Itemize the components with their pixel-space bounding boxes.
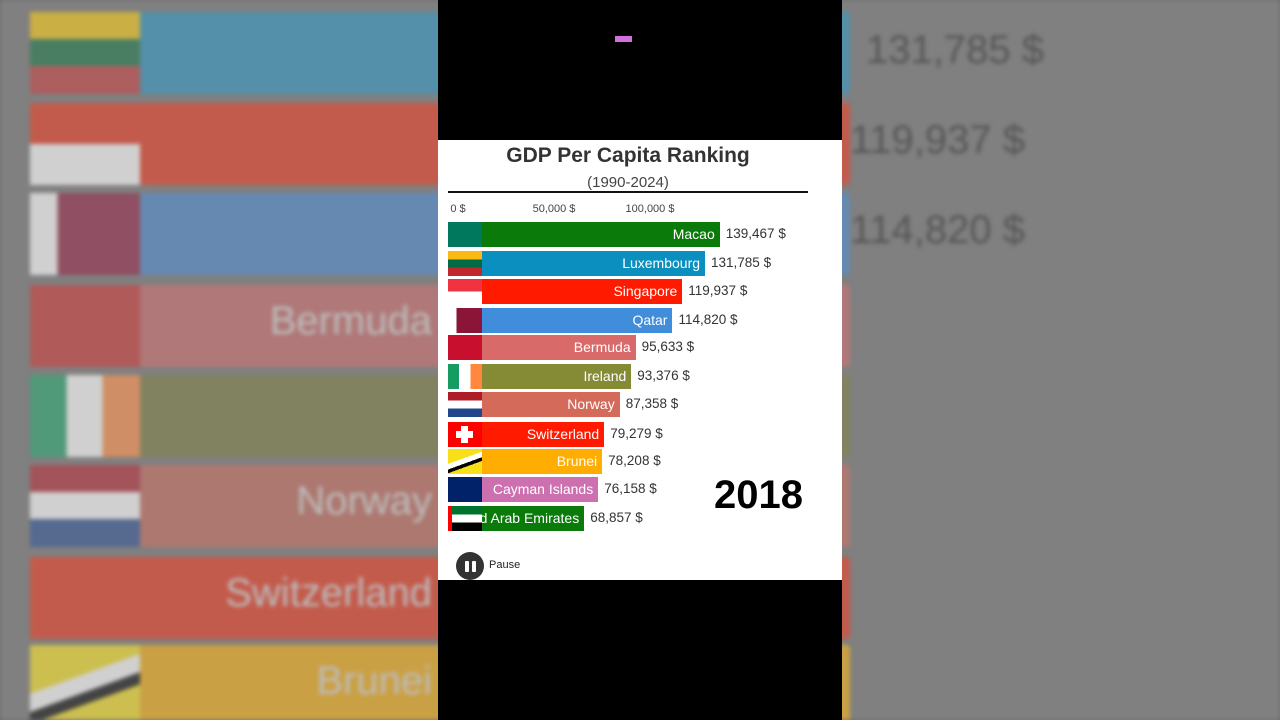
value-label: 78,208 $ [608, 453, 661, 468]
bar-label: Ireland [583, 368, 627, 384]
bar-macao: Macao 139,467 $ [448, 222, 786, 247]
bar-label: Bermuda [573, 339, 631, 355]
bar-switzerland: Switzerland 79,279 $ [448, 422, 663, 447]
bar-ireland: Ireland 93,376 $ [448, 364, 690, 389]
flag-icon [448, 364, 482, 389]
bg-label: Bermuda [269, 299, 432, 343]
chart-subtitle: (1990-2024) [587, 174, 669, 191]
bg-label: Norway [296, 479, 432, 523]
bar-norway: Norway 87,358 $ [448, 392, 678, 417]
bar-label: Singapore [613, 283, 678, 299]
bar-label: Switzerland [526, 426, 600, 442]
bar-brunei: Brunei 78,208 $ [448, 449, 661, 474]
bar-label: Luxembourg [622, 255, 701, 271]
flag-icon [448, 279, 482, 304]
x-tick-label: 0 $ [450, 203, 466, 215]
flag-icon [448, 308, 482, 333]
bg-label: Switzerland [225, 571, 432, 615]
value-label: 119,937 $ [688, 283, 748, 298]
bar-label: Macao [672, 226, 715, 242]
video-frame: GDP Per Capita Ranking (1990-2024) 0 $ 50… [438, 0, 842, 720]
value-label: 139,467 $ [725, 226, 786, 241]
bar-label: Norway [567, 396, 615, 412]
value-label: 131,785 $ [711, 255, 772, 270]
progress-marker [615, 36, 632, 42]
bar-singapore: Singapore 119,937 $ [448, 279, 747, 304]
title-divider [448, 191, 808, 193]
bar-qatar: Qatar 114,820 $ [448, 308, 738, 333]
x-tick-label: 50,000 $ [532, 203, 576, 215]
flag-icon [448, 506, 482, 531]
bg-label: Brunei [316, 659, 432, 703]
bar-bermuda: Bermuda 95,633 $ [448, 335, 694, 360]
flag-icon [448, 251, 482, 276]
bg-value: 119,937 $ [850, 118, 1025, 162]
flag-icon [448, 422, 482, 447]
bg-value: 131,785 $ [866, 28, 1044, 72]
bg-value: 114,820 $ [850, 208, 1025, 252]
bar-luxembourg: Luxembourg 131,785 $ [448, 251, 771, 276]
value-label: 68,857 $ [590, 510, 643, 525]
flag-icon [448, 222, 482, 247]
year-label: 2018 [714, 473, 803, 517]
value-label: 114,820 $ [678, 312, 738, 327]
bar-label: Cayman Islands [492, 481, 594, 497]
flag-icon [448, 335, 482, 360]
flag-icon [448, 392, 482, 417]
bar-label: Brunei [556, 453, 598, 469]
value-label: 87,358 $ [625, 396, 679, 411]
chart-panel: GDP Per Capita Ranking (1990-2024) 0 $ 50… [438, 140, 842, 580]
pause-icon [464, 560, 469, 572]
value-label: 79,279 $ [610, 426, 663, 441]
bar-label: Qatar [632, 312, 668, 328]
x-tick-label: 100,000 $ [625, 203, 675, 215]
flag-icon [448, 449, 482, 474]
value-label: 93,376 $ [637, 368, 690, 383]
pause-button[interactable] [456, 552, 484, 580]
bar-cayman-islands: Cayman Islands 76,158 $ [448, 477, 657, 502]
value-label: 95,633 $ [641, 339, 695, 354]
flag-icon [448, 477, 482, 502]
pause-label[interactable]: Pause [489, 559, 521, 571]
bar-united-arab-emirates: United Arab Emirates 68,857 $ [448, 506, 643, 531]
pause-icon [471, 560, 476, 572]
value-label: 76,158 $ [604, 481, 657, 496]
chart-title: GDP Per Capita Ranking [506, 144, 750, 167]
